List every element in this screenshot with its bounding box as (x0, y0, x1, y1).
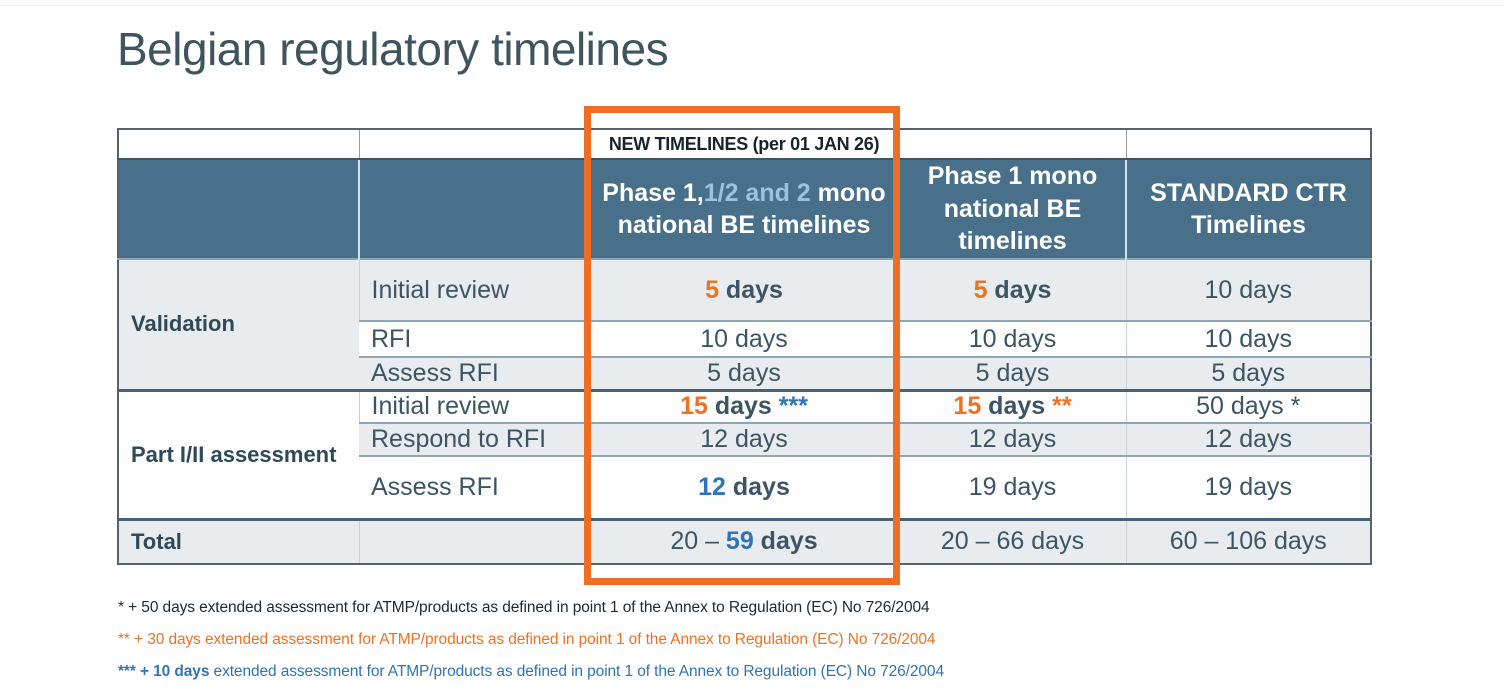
footnote-standard-ctr: * + 50 days extended assessment for ATMP… (118, 599, 944, 617)
text-segment: *** + 10 days (118, 663, 210, 680)
table-row-validation-initial-review: Validation Initial review 5 days 5 days … (118, 258, 1371, 390)
table-row-total: Total 20 – 59 days 20 – 66 days 60 – 106… (118, 517, 1371, 564)
text-segment: 19 days (968, 472, 1057, 501)
footnote-new-timelines: *** + 10 days extended assessment for AT… (118, 663, 944, 681)
page-title: Belgian regulatory timelines (117, 23, 669, 75)
text-segment: 12 days (700, 425, 788, 453)
banner-empty-cell (1125, 129, 1371, 160)
text-segment: 10 days (700, 324, 788, 353)
text-segment: 5 days (975, 358, 1050, 387)
text-segment: days (981, 392, 1053, 421)
text-segment: Phase 1, (602, 178, 704, 207)
text-segment: ** (1052, 392, 1072, 421)
text-segment: 5 (705, 275, 719, 304)
header-row: Phase 1,1/2 and 2 mono national BE timel… (118, 159, 1371, 259)
value-cell-phase1: 15 days ** (898, 388, 1126, 423)
column-header-phase1-mono: Phase 1 mono national BE timelines (898, 159, 1126, 259)
value-cell-phase1: 19 days (898, 455, 1126, 519)
text-segment: 5 (973, 275, 988, 304)
step-cell: Initial review (358, 258, 589, 321)
value-cell-phase1: 5 days (898, 258, 1126, 321)
new-timelines-banner: NEW TIMELINES (per 01 JAN 26) (588, 129, 899, 160)
table-row-part-assess-rfi: Assess RFI 12 days 19 days 19 days (118, 455, 1371, 519)
total-label: Total (118, 517, 359, 564)
text-segment: 1/2 and 2 (703, 178, 811, 207)
text-segment: 10 days (1204, 324, 1293, 353)
value-cell-new: 5 days (588, 356, 899, 390)
step-cell: Respond to RFI (359, 422, 589, 456)
text-segment: * + 50 days extended assessment for ATMP… (118, 599, 930, 616)
column-header-standard-ctr: STANDARD CTR Timelines (1125, 159, 1371, 259)
text-segment: days (725, 472, 790, 501)
text-segment: 15 (680, 392, 708, 421)
section-label-part-assessment: Part I/II assessment (118, 388, 359, 519)
footnotes: * + 50 days extended assessment for ATMP… (118, 599, 944, 681)
timelines-table: NEW TIMELINES (per 01 JAN 26) Phase 1,1/… (117, 128, 1372, 565)
table-row-validation-rfi: RFI 10 days 10 days 10 days (118, 320, 1371, 357)
text-segment: extended assessment for ATMP/products as… (209, 663, 945, 680)
text-segment: *** (778, 392, 808, 421)
header-empty-cell (358, 159, 589, 259)
text-segment: 50 days * (1196, 392, 1301, 421)
text-segment: 10 days (968, 324, 1057, 353)
text-segment: 10 days (1204, 275, 1293, 304)
banner-row: NEW TIMELINES (per 01 JAN 26) (118, 129, 1371, 160)
footnote-phase1-mono: ** + 30 days extended assessment for ATM… (118, 631, 944, 649)
text-segment: days (987, 275, 1052, 304)
header-empty-cell (118, 159, 359, 259)
text-segment: 12 (698, 472, 726, 501)
step-cell: Initial review (358, 388, 589, 423)
total-cell-standard: 60 – 106 days (1125, 517, 1371, 564)
step-cell: Assess RFI (359, 455, 589, 519)
total-cell-new: 20 – 59 days (588, 517, 899, 564)
value-cell-phase1: 10 days (898, 320, 1126, 357)
value-cell-standard: 12 days (1125, 422, 1371, 456)
column-header-new-timelines: Phase 1,1/2 and 2 mono national BE timel… (588, 159, 899, 259)
value-cell-new: 12 days (588, 422, 899, 456)
text-segment: days (753, 527, 818, 556)
section-label-validation: Validation (118, 258, 359, 390)
value-cell-new: 12 days (588, 455, 899, 519)
total-cell-phase1: 20 – 66 days (898, 517, 1126, 564)
value-cell-phase1: 12 days (898, 422, 1126, 456)
text-segment: 20 – (670, 527, 726, 556)
text-segment: 20 – 66 days (940, 527, 1085, 556)
banner-empty-cell (358, 129, 589, 160)
table-row-validation-assess-rfi: Assess RFI 5 days 5 days 5 days (118, 356, 1371, 390)
table-row-part-initial-review: Part I/II assessment Initial review 15 d… (118, 388, 1371, 519)
value-cell-standard: 5 days (1125, 356, 1371, 390)
value-cell-standard: 19 days (1125, 455, 1371, 519)
text-segment: 60 – 106 days (1169, 527, 1327, 556)
text-segment: ** + 30 days extended assessment for ATM… (118, 631, 936, 648)
table-row-part-respond-rfi: Respond to RFI 12 days 12 days 12 days (118, 422, 1371, 456)
value-cell-new: 10 days (588, 320, 899, 357)
text-segment: 59 (725, 527, 754, 556)
banner-empty-cell (118, 129, 359, 160)
value-cell-standard: 10 days (1125, 320, 1371, 357)
value-cell-standard: 50 days * (1125, 388, 1371, 423)
text-segment: days (718, 275, 783, 304)
banner-empty-cell (898, 129, 1126, 160)
value-cell-phase1: 5 days (898, 356, 1126, 390)
step-cell: RFI (359, 320, 589, 357)
text-segment: days (707, 392, 779, 421)
value-cell-standard: 10 days (1125, 258, 1371, 321)
text-segment: 15 (953, 392, 982, 421)
text-segment: 19 days (1204, 472, 1293, 501)
value-cell-new: 5 days (588, 258, 899, 321)
value-cell-new: 15 days *** (588, 388, 899, 423)
top-divider (0, 5, 1504, 6)
text-segment: 12 days (1204, 425, 1293, 453)
step-cell: Assess RFI (359, 356, 589, 390)
text-segment: mono national BE timelines (617, 178, 886, 240)
text-segment: 5 days (1211, 358, 1286, 387)
total-empty-cell (358, 517, 589, 564)
text-segment: 5 days (707, 358, 781, 387)
text-segment: 12 days (968, 425, 1057, 453)
